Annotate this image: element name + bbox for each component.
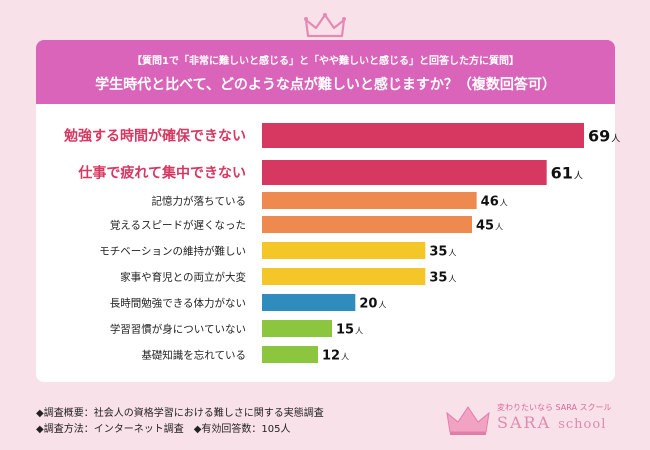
question-title: 学生時代と比べて、どのような点が難しいと感じますか？（複数回答可）	[95, 77, 556, 93]
bar	[262, 242, 426, 259]
survey-card: 【質問1で「非常に難しいと感じる」と「やや難しいと感じる」と回答した方に質問】 …	[36, 40, 615, 382]
category-label: 家事や育児との両立が大変	[120, 271, 246, 284]
bar	[262, 192, 477, 209]
category-label: 覚えるスピードが遅くなった	[110, 219, 246, 232]
value-label: 69人	[588, 127, 620, 146]
logo-tagline: 変わりたいなら SARA スクール	[497, 403, 612, 412]
value-label: 35人	[429, 271, 456, 286]
logo-name: SARA	[497, 413, 552, 432]
value-label: 15人	[336, 323, 363, 338]
survey-overview: ◆調査概要：社会人の資格学習における難しさに関する実態調査	[36, 408, 324, 419]
question-context: 【質問1で「非常に難しいと感じる」と「やや難しいと感じる」と回答した方に質問】	[132, 56, 519, 67]
value-label: 46人	[481, 195, 508, 210]
category-label: 記憶力が落ちている	[152, 195, 247, 208]
crown-icon	[304, 13, 346, 38]
sara-logo-crown-icon	[446, 406, 490, 435]
category-label: 長時間勉強できる体力がない	[110, 297, 246, 310]
logo-suffix: school	[558, 417, 607, 432]
bar	[262, 268, 426, 285]
value-label: 35人	[429, 245, 456, 260]
value-label: 12人	[322, 349, 349, 364]
category-label: 仕事で疲れて集中できない	[77, 165, 246, 182]
category-label: 学習習慣が身についていない	[110, 323, 246, 336]
value-label: 61人	[551, 164, 583, 183]
bar	[262, 160, 547, 185]
question-header: 【質問1で「非常に難しいと感じる」と「やや難しいと感じる」と回答した方に質問】 …	[36, 40, 615, 104]
category-label: 勉強する時間が確保できない	[63, 128, 246, 145]
survey-method: ◆調査方法：インターネット調査 ◆有効回答数：105人	[36, 424, 291, 435]
bar	[262, 346, 318, 363]
category-label: 基礎知識を忘れている	[141, 349, 246, 362]
category-label: モチベーションの維持が難しい	[99, 245, 246, 258]
value-label: 45人	[476, 219, 503, 234]
value-label: 20人	[359, 297, 386, 312]
bar	[262, 123, 584, 148]
bar	[262, 216, 472, 233]
bar	[262, 294, 356, 311]
bar	[262, 320, 332, 337]
sara-school-logo: SARA school	[497, 413, 606, 432]
